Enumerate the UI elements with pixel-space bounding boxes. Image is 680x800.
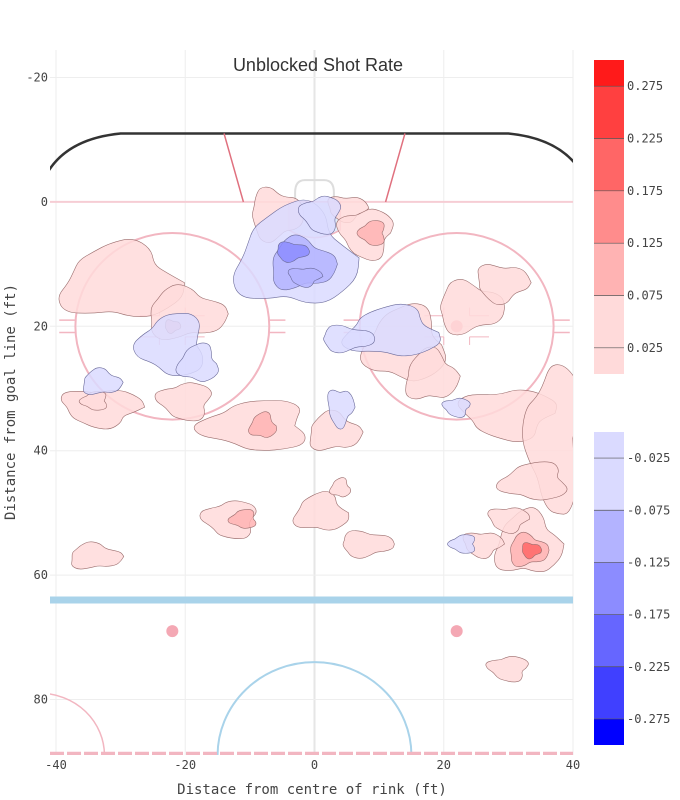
colorbar-tick-label: 0.025 bbox=[627, 341, 663, 355]
colorbar-tick-label: -0.225 bbox=[627, 660, 670, 674]
x-tick-label: -20 bbox=[174, 758, 196, 772]
colorbar-band bbox=[594, 667, 624, 719]
y-tick-label: 20 bbox=[34, 319, 48, 333]
x-tick-label: 0 bbox=[311, 758, 318, 772]
colorbar-band bbox=[594, 191, 624, 243]
colorbar-band bbox=[594, 458, 624, 510]
colorbar-band bbox=[594, 86, 624, 138]
negative-colorbar: -0.025 -0.075 -0.125 -0.175 -0.225 -0.275 bbox=[594, 432, 670, 745]
x-ticks: -40 -20 0 20 40 bbox=[45, 758, 580, 772]
y-tick-label: 80 bbox=[34, 693, 48, 707]
colorbar-band bbox=[594, 60, 624, 86]
colorbar-tick-label: 0.125 bbox=[627, 236, 663, 250]
colorbar-tick-label: -0.025 bbox=[627, 451, 670, 465]
y-tick-label: 40 bbox=[34, 444, 48, 458]
y-tick-label: 60 bbox=[34, 568, 48, 582]
colorbar-tick-label: -0.175 bbox=[627, 608, 670, 622]
colorbar-band bbox=[594, 432, 624, 458]
colorbar-tick-label: 0.275 bbox=[627, 79, 663, 93]
x-tick-label: 20 bbox=[437, 758, 451, 772]
colorbar-band bbox=[594, 615, 624, 667]
colorbar-tick-label: 0.225 bbox=[627, 132, 663, 146]
colorbar-band bbox=[594, 348, 624, 374]
colorbar-tick-label: -0.075 bbox=[627, 503, 670, 517]
y-tick-label: -20 bbox=[26, 71, 48, 85]
colorbar-tick-label: 0.175 bbox=[627, 184, 663, 198]
colorbar-band bbox=[594, 296, 624, 348]
colorbar-band bbox=[594, 562, 624, 614]
y-tick-label: 0 bbox=[41, 195, 48, 209]
colorbar-band bbox=[594, 139, 624, 191]
y-ticks: -20 0 20 40 60 80 bbox=[26, 71, 48, 707]
x-tick-label: 40 bbox=[566, 758, 580, 772]
colorbar-tick-label: 0.075 bbox=[627, 289, 663, 303]
neutral-zone-dot bbox=[166, 625, 178, 637]
colorbar-tick-label: -0.275 bbox=[627, 712, 670, 726]
colorbar-band bbox=[594, 719, 624, 745]
colorbar-band bbox=[594, 510, 624, 562]
neutral-zone-dot bbox=[451, 625, 463, 637]
x-tick-label: -40 bbox=[45, 758, 67, 772]
colorbar-band bbox=[594, 243, 624, 295]
x-axis-title: Distace from centre of rink (ft) bbox=[177, 782, 447, 798]
positive-colorbar: 0.275 0.225 0.175 0.125 0.075 0.025 bbox=[594, 60, 663, 374]
colorbar-tick-label: -0.125 bbox=[627, 555, 670, 569]
y-axis-title: Distance from goal line (ft) bbox=[3, 284, 19, 520]
chart-title: Unblocked Shot Rate bbox=[233, 55, 403, 75]
